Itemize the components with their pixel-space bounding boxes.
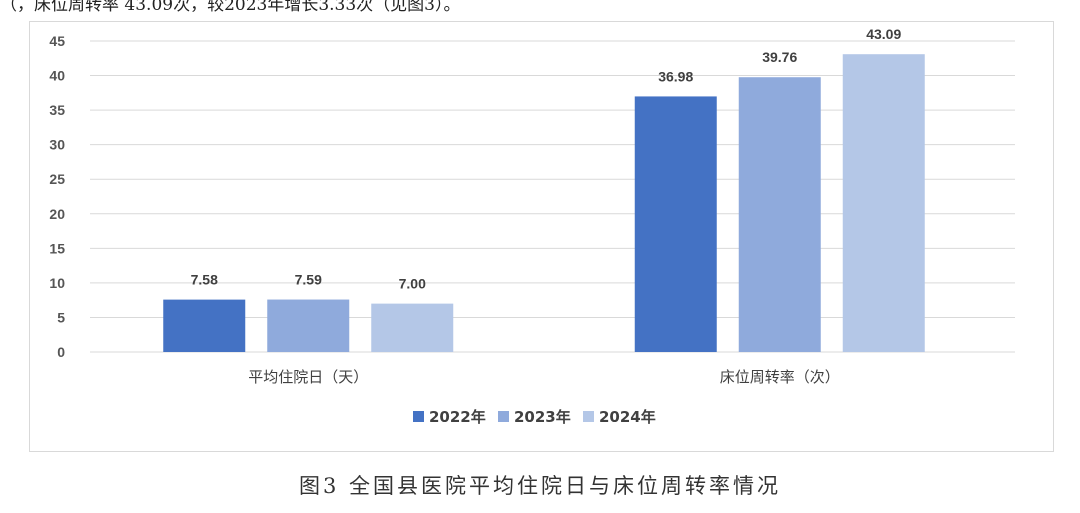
category-label: 床位周转率（次）: [720, 368, 840, 386]
y-tick-label: 25: [49, 171, 65, 187]
bar-2023年-1: [738, 77, 821, 352]
bar-2022年-0: [163, 299, 246, 352]
category-label: 平均住院日（天）: [248, 368, 368, 386]
bars: [163, 54, 925, 352]
data-label: 36.98: [658, 68, 693, 84]
legend-swatch: [498, 411, 509, 422]
y-axis-ticks: 0 5 10 15 20 25 30 35 40 45: [49, 33, 65, 360]
data-labels: 7.58 7.59 7.00 36.98 39.76 43.09: [191, 26, 902, 291]
figure-caption: 图3 全国县医院平均住院日与床位周转率情况: [298, 474, 782, 498]
y-tick-label: 15: [49, 240, 65, 256]
legend-swatch: [583, 411, 594, 422]
bar-2024年-1: [842, 54, 925, 352]
y-tick-label: 30: [49, 137, 65, 153]
bar-2023年-0: [267, 299, 350, 352]
preceding-body-text: （，床位周转率 43.09次，较2023年增长3.33次（见图3）。: [0, 0, 461, 12]
legend: 2022年 2023年 2024年: [413, 408, 656, 426]
y-tick-label: 0: [57, 344, 65, 360]
legend-label: 2023年: [514, 408, 571, 426]
data-label: 7.00: [399, 276, 426, 292]
bar-2024年-0: [371, 303, 454, 352]
data-label: 43.09: [866, 26, 901, 42]
legend-swatch: [413, 411, 424, 422]
y-tick-label: 5: [57, 309, 65, 325]
y-tick-label: 20: [49, 206, 65, 222]
legend-label: 2024年: [599, 408, 656, 426]
y-tick-label: 45: [49, 33, 65, 49]
data-label: 39.76: [762, 49, 797, 65]
y-tick-label: 10: [49, 275, 65, 291]
chart-container: 0 5 10 15 20 25 30 35 40 45 7.58 7.59 7.00 36.98 39.7…: [29, 21, 1054, 452]
legend-label: 2022年: [429, 408, 486, 426]
category-labels: 平均住院日（天） 床位周转率（次）: [248, 368, 840, 386]
y-tick-label: 40: [49, 68, 65, 84]
bar-chart: 0 5 10 15 20 25 30 35 40 45 7.58 7.59 7.00 36.98 39.7…: [49, 26, 1015, 426]
bar-2022年-1: [634, 96, 717, 352]
data-label: 7.58: [191, 272, 218, 288]
y-tick-label: 35: [49, 102, 65, 118]
data-label: 7.59: [295, 272, 322, 288]
